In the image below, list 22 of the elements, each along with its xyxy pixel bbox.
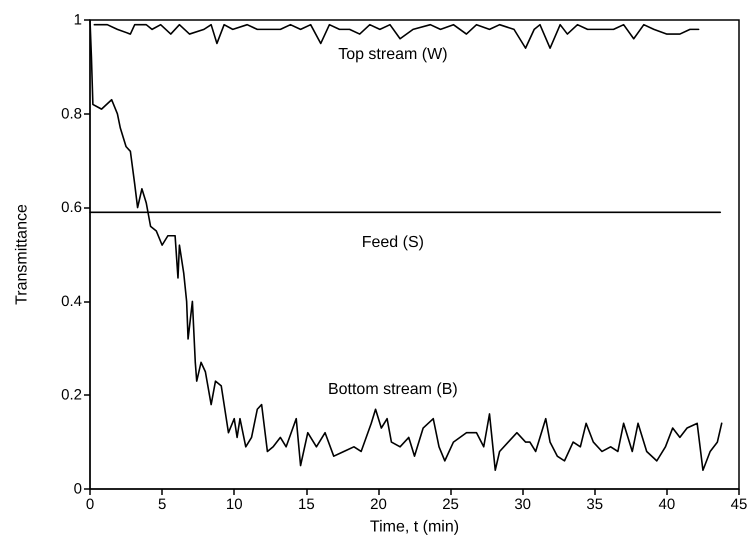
x-tick-label: 20 bbox=[370, 496, 387, 513]
y-tick-label: 1 bbox=[74, 12, 82, 28]
x-tick-label: 35 bbox=[586, 496, 604, 513]
y-tick-label: 0.8 bbox=[61, 105, 82, 122]
series-label: Top stream (W) bbox=[338, 46, 448, 64]
y-tick-label: 0.6 bbox=[61, 199, 82, 216]
x-tick-label: 15 bbox=[298, 496, 315, 513]
x-tick-label: 40 bbox=[658, 496, 676, 513]
series-label: Feed (S) bbox=[362, 234, 424, 251]
x-tick-label: 45 bbox=[730, 496, 748, 513]
y-tick-label: 0 bbox=[74, 480, 82, 498]
x-tick-label: 10 bbox=[226, 496, 243, 513]
x-tick-label: 30 bbox=[514, 496, 532, 513]
series-label: Bottom stream (B) bbox=[328, 380, 458, 398]
x-axis-title: Time, t (min) bbox=[370, 518, 460, 536]
x-tick-label: 0 bbox=[86, 496, 94, 513]
y-tick-label: 0.2 bbox=[61, 386, 82, 404]
y-axis-title: Transmittance bbox=[14, 204, 30, 305]
x-tick-label: 25 bbox=[442, 496, 459, 513]
x-tick-label: 5 bbox=[158, 496, 166, 513]
line-series bbox=[94, 24, 700, 49]
y-tick-label: 0.4 bbox=[61, 292, 82, 310]
